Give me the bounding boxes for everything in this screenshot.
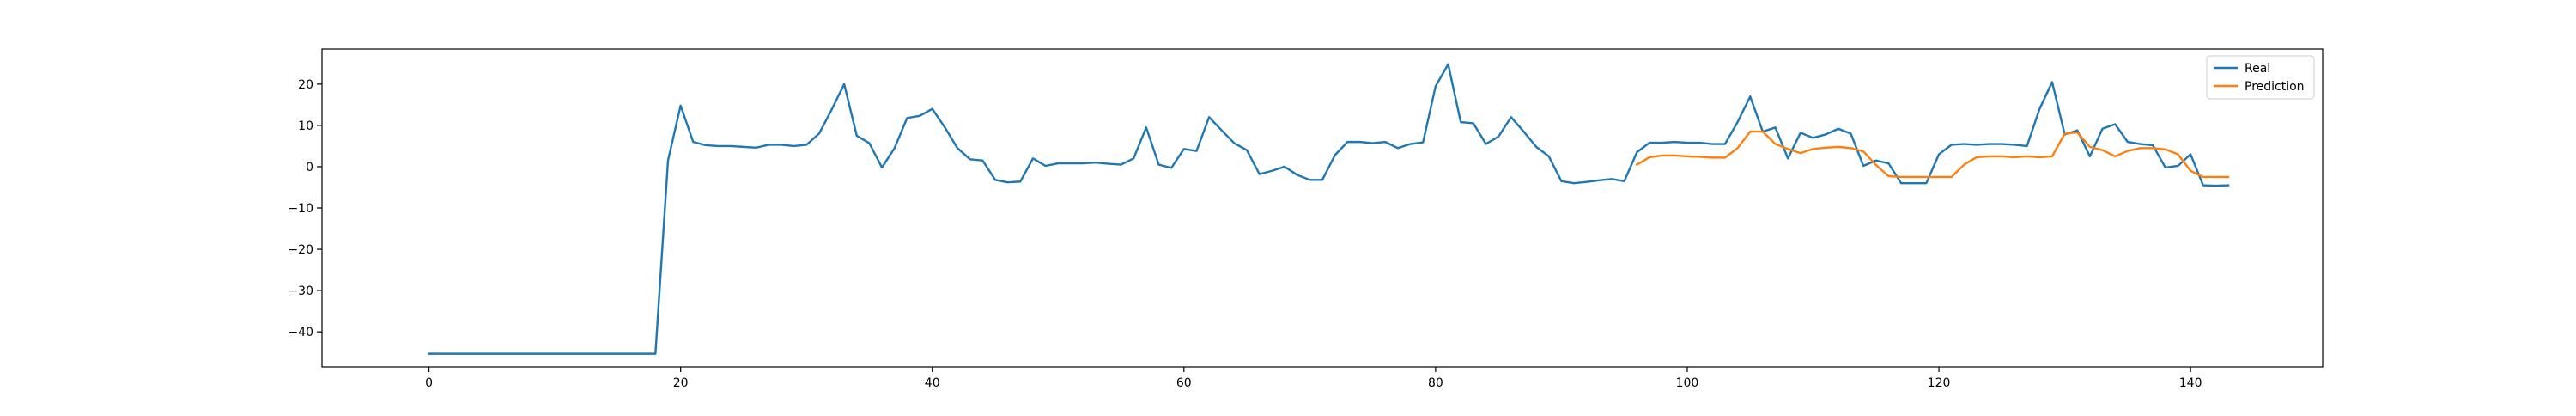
x-tick-label: 60 — [1176, 376, 1192, 390]
legend-label-prediction: Prediction — [2245, 80, 2305, 94]
legend-box — [2206, 55, 2315, 100]
y-tick-label: −30 — [288, 284, 313, 298]
y-axis: −40 −30 −20 −10 0 10 20 — [288, 78, 322, 340]
x-tick-label: 40 — [925, 376, 940, 390]
x-axis: 0 20 40 60 80 100 120 140 — [425, 367, 2202, 390]
y-tick-label: 0 — [306, 161, 313, 174]
x-tick-label: 20 — [673, 376, 689, 390]
y-tick-label: −20 — [288, 243, 313, 257]
y-tick-label: 10 — [298, 119, 313, 133]
series-line-real — [428, 63, 2230, 355]
series-line-prediction — [1635, 130, 2230, 179]
x-tick-label: 140 — [2179, 376, 2202, 390]
legend: Real Prediction — [2206, 55, 2315, 100]
x-tick-label: 0 — [425, 376, 433, 390]
x-tick-label: 100 — [1676, 376, 1699, 390]
legend-label-real: Real — [2245, 62, 2270, 76]
y-tick-label: −40 — [288, 326, 313, 340]
y-tick-label: 20 — [298, 78, 313, 92]
series-layer — [428, 63, 2230, 355]
y-tick-label: −10 — [288, 202, 313, 216]
x-tick-label: 80 — [1428, 376, 1443, 390]
x-tick-label: 120 — [1928, 376, 1951, 390]
